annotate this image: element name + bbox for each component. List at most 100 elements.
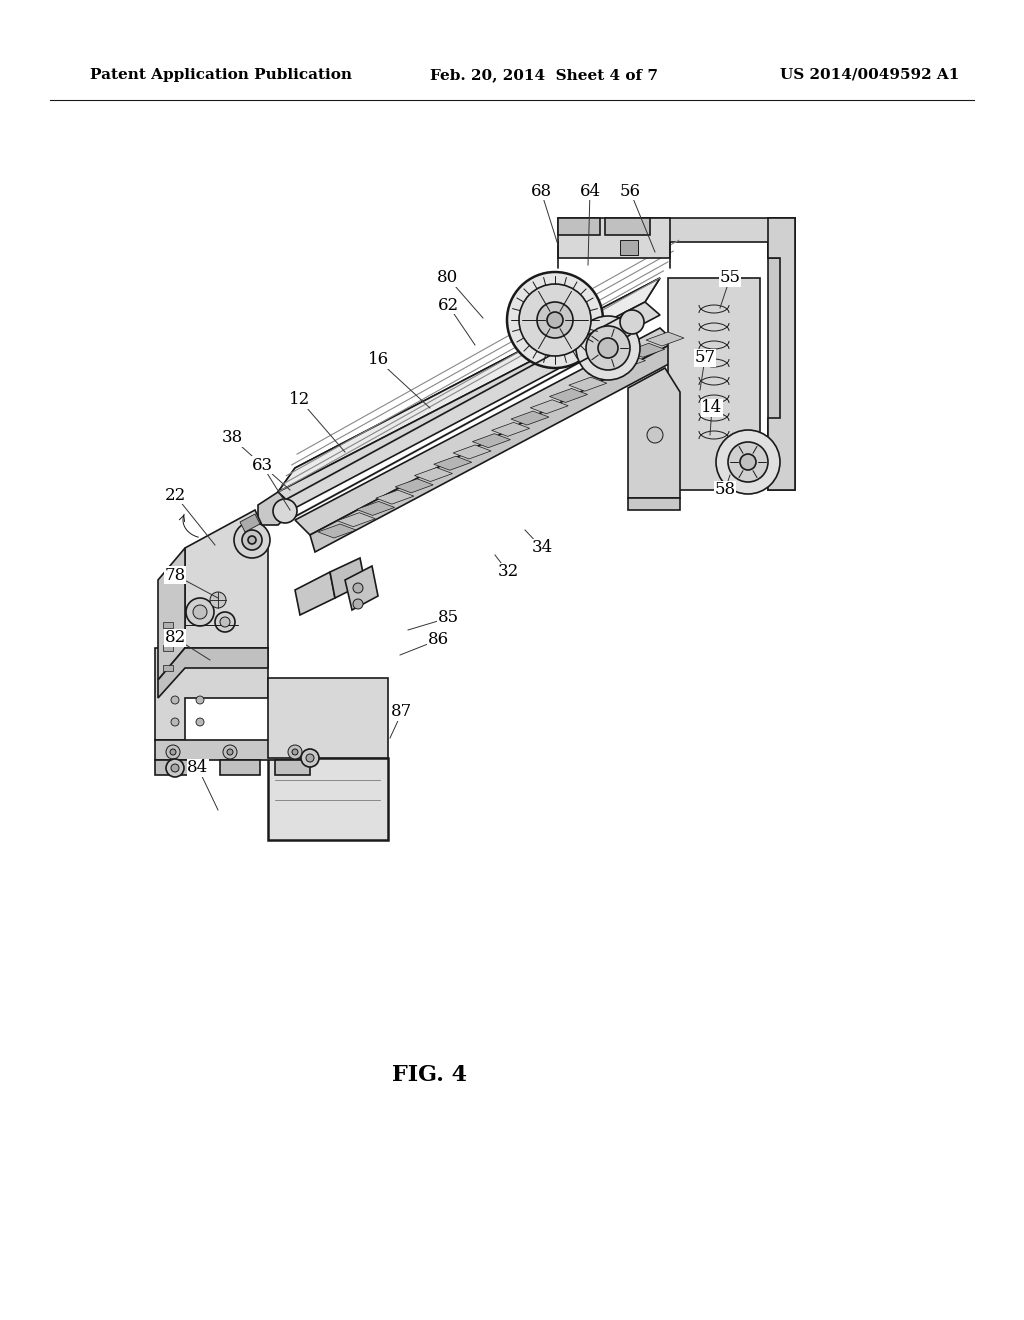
Text: 78: 78: [165, 566, 185, 583]
Circle shape: [353, 583, 362, 593]
Text: 84: 84: [187, 759, 209, 776]
Polygon shape: [558, 218, 670, 257]
Text: 22: 22: [165, 487, 185, 503]
Circle shape: [193, 605, 207, 619]
Polygon shape: [434, 457, 472, 470]
Text: 82: 82: [165, 630, 185, 647]
Polygon shape: [453, 445, 492, 459]
Polygon shape: [318, 524, 356, 539]
Polygon shape: [607, 355, 645, 368]
Polygon shape: [627, 343, 665, 358]
Text: 56: 56: [620, 182, 640, 199]
Polygon shape: [155, 741, 310, 760]
Circle shape: [196, 696, 204, 704]
Text: 55: 55: [720, 269, 740, 286]
Polygon shape: [220, 760, 260, 775]
Text: FIG. 4: FIG. 4: [392, 1064, 468, 1086]
Polygon shape: [395, 479, 433, 492]
Polygon shape: [356, 502, 394, 515]
Circle shape: [353, 599, 362, 609]
Text: 38: 38: [221, 429, 243, 446]
Circle shape: [227, 748, 233, 755]
Text: 63: 63: [252, 457, 272, 474]
Text: 62: 62: [437, 297, 459, 314]
Polygon shape: [558, 218, 600, 235]
Polygon shape: [511, 411, 549, 425]
Polygon shape: [240, 513, 260, 532]
Circle shape: [598, 338, 618, 358]
Circle shape: [519, 284, 591, 356]
Circle shape: [716, 430, 780, 494]
Polygon shape: [268, 758, 388, 840]
Polygon shape: [668, 279, 760, 490]
Polygon shape: [588, 366, 626, 380]
Polygon shape: [550, 388, 588, 403]
Circle shape: [215, 612, 234, 632]
Polygon shape: [646, 333, 684, 346]
Circle shape: [166, 744, 180, 759]
Polygon shape: [640, 218, 795, 257]
Text: 86: 86: [427, 631, 449, 648]
Polygon shape: [185, 510, 268, 648]
Circle shape: [306, 754, 314, 762]
Circle shape: [170, 748, 176, 755]
Polygon shape: [278, 302, 660, 508]
Polygon shape: [163, 645, 173, 651]
Polygon shape: [628, 498, 680, 510]
Polygon shape: [415, 467, 453, 482]
Circle shape: [248, 536, 256, 544]
Text: 32: 32: [498, 564, 518, 581]
Polygon shape: [568, 378, 607, 391]
Circle shape: [234, 521, 270, 558]
Polygon shape: [310, 342, 680, 552]
Polygon shape: [530, 400, 568, 413]
Text: 57: 57: [694, 350, 716, 367]
Circle shape: [507, 272, 603, 368]
Polygon shape: [620, 240, 638, 255]
Polygon shape: [278, 279, 660, 492]
Polygon shape: [158, 648, 268, 698]
Text: 85: 85: [437, 610, 459, 627]
Polygon shape: [605, 218, 650, 235]
Text: 87: 87: [391, 704, 413, 721]
Circle shape: [288, 744, 302, 759]
Polygon shape: [268, 678, 388, 758]
Circle shape: [171, 696, 179, 704]
Polygon shape: [337, 512, 375, 527]
Circle shape: [242, 531, 262, 550]
Polygon shape: [155, 760, 195, 775]
Circle shape: [171, 718, 179, 726]
Circle shape: [620, 310, 644, 334]
Circle shape: [186, 598, 214, 626]
Polygon shape: [278, 279, 660, 492]
Text: 34: 34: [531, 540, 553, 557]
Text: Patent Application Publication: Patent Application Publication: [90, 69, 352, 82]
Polygon shape: [258, 492, 295, 525]
Polygon shape: [472, 434, 510, 447]
Polygon shape: [295, 572, 335, 615]
Circle shape: [647, 426, 663, 444]
Text: 14: 14: [701, 400, 723, 417]
Polygon shape: [330, 558, 365, 598]
Polygon shape: [768, 218, 795, 490]
Circle shape: [210, 591, 226, 609]
Circle shape: [537, 302, 573, 338]
Text: 58: 58: [715, 482, 735, 499]
Polygon shape: [492, 422, 529, 437]
Circle shape: [196, 718, 204, 726]
Circle shape: [740, 454, 756, 470]
Circle shape: [171, 764, 179, 772]
Text: US 2014/0049592 A1: US 2014/0049592 A1: [780, 69, 959, 82]
Circle shape: [547, 312, 563, 327]
Polygon shape: [158, 548, 185, 680]
Circle shape: [273, 499, 297, 523]
Circle shape: [586, 326, 630, 370]
Circle shape: [220, 616, 230, 627]
Circle shape: [301, 748, 319, 767]
Polygon shape: [345, 566, 378, 610]
Text: 64: 64: [580, 182, 600, 199]
Text: Feb. 20, 2014  Sheet 4 of 7: Feb. 20, 2014 Sheet 4 of 7: [430, 69, 658, 82]
Text: 80: 80: [437, 269, 459, 286]
Polygon shape: [768, 218, 795, 490]
Circle shape: [575, 315, 640, 380]
